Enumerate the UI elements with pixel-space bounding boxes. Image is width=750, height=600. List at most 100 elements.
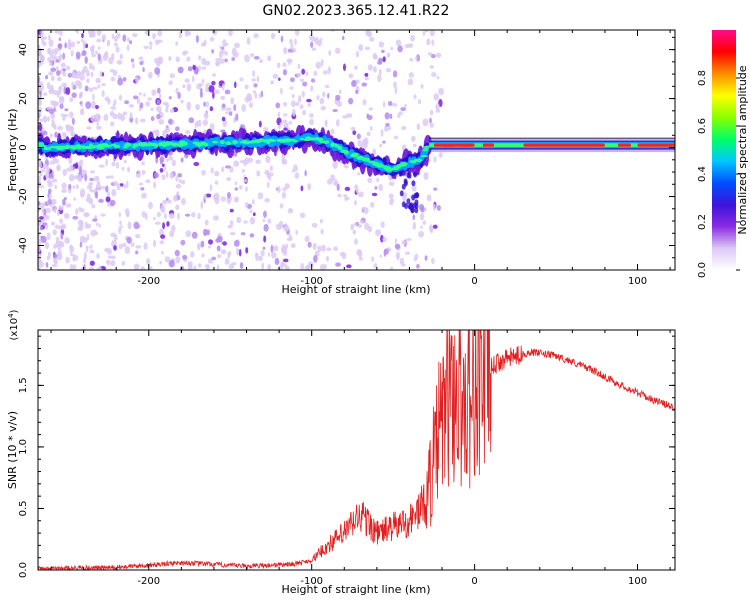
spectrogram-noise-blob (220, 249, 227, 255)
spectrogram-noise-blob (307, 103, 312, 107)
spectrogram-noise-blob (272, 245, 279, 252)
spectrogram-noise-blob (180, 157, 184, 163)
spectrogram-noise-blob (130, 58, 135, 63)
spectrogram-noise-blob (246, 36, 251, 45)
spectrogram-noise-blob (54, 224, 59, 230)
spectrogram-noise-blob (419, 212, 425, 221)
snr-plot-area (38, 330, 675, 570)
spectrogram-noise-blob (221, 103, 226, 108)
spectrogram-noise-blob (199, 91, 203, 98)
spectrogram-noise-blob (197, 212, 201, 220)
spectrogram-noise-blob (85, 246, 89, 253)
spectrogram-noise-blob (390, 46, 394, 51)
snr-x-axis-label: Height of straight line (km) (281, 583, 430, 596)
spectrogram-noise-blob (355, 79, 360, 84)
spectrogram-noise-blob (221, 116, 226, 122)
spectrogram-noise-blob (54, 184, 58, 190)
spectrogram-ridge-blob (413, 171, 418, 178)
spectrogram-ridge-blob (406, 198, 411, 205)
spectrogram-noise-blob (271, 251, 277, 259)
spectrogram-ridge-blob (385, 167, 394, 172)
spectrogram-noise-blob (261, 262, 265, 270)
spectrogram-noise-blob (307, 263, 311, 270)
spectrogram-noise-blob (76, 40, 81, 45)
spectrogram-noise-blob (429, 117, 432, 124)
spectrogram-noise-blob (103, 51, 109, 59)
spectrogram-noise-blob (136, 98, 141, 104)
spectrogram-noise-blob (51, 263, 58, 268)
spectrogram-noise-blob (326, 247, 332, 252)
spectrogram-noise-blob (116, 59, 123, 65)
spectrogram-noise-blob (356, 133, 361, 140)
spectrogram-noise-blob (48, 34, 51, 41)
spectrogram-noise-blob (81, 107, 84, 112)
spectrogram-noise-blob (335, 118, 340, 127)
spectrogram-noise-blob (313, 254, 318, 263)
spectrogram-noise-blob (368, 107, 373, 111)
spectrogram-noise-blob (371, 192, 378, 197)
spectrogram-noise-blob (97, 84, 101, 89)
spectrogram-noise-blob (49, 51, 53, 59)
spectrogram-noise-blob (147, 97, 153, 101)
spectrogram-noise-blob (109, 110, 115, 117)
spectrogram-ridge-blob (322, 140, 330, 144)
spectrogram-noise-blob (433, 203, 436, 212)
spectrogram-ridge-blob (407, 172, 412, 179)
spectrogram-noise-blob (168, 212, 175, 219)
spectrogram-noise-blob (393, 135, 399, 140)
spectrogram-noise-blob (176, 191, 180, 197)
spectrogram-noise-blob (57, 43, 63, 48)
spectrogram-noise-blob (92, 65, 95, 72)
spectrogram-noise-blob (383, 249, 387, 257)
spectrogram-noise-blob (187, 66, 193, 72)
spectrogram-noise-blob (58, 205, 64, 211)
spectrogram-noise-blob (156, 113, 161, 120)
spectrogram-noise-blob (101, 83, 106, 87)
spectrogram-noise-blob (228, 30, 233, 37)
spectrogram-noise-blob (177, 66, 184, 74)
spectrogram-noise-blob (412, 214, 416, 221)
colorbar-tick-label: 0.2 (697, 214, 708, 230)
spectrogram-noise-blob (83, 256, 87, 264)
spectrogram-noise-blob (81, 50, 87, 56)
spectrogram-noise-blob (111, 161, 116, 167)
spectrogram-noise-blob (302, 109, 307, 116)
spectrogram-noise-blob (95, 104, 99, 110)
spectrogram-noise-blob (395, 39, 402, 47)
spectrogram-noise-blob (110, 260, 116, 267)
spectrogram-noise-blob (193, 161, 200, 167)
spectrogram-noise-blob (113, 180, 118, 187)
spectrogram-noise-blob (49, 61, 53, 66)
y-tick-label: 20 (18, 92, 29, 105)
spectrogram-noise-blob (260, 90, 264, 98)
spectrogram-ridge-blob (219, 140, 225, 145)
spectrogram-noise-blob (168, 96, 172, 100)
y-tick-label: 0.0 (18, 562, 29, 578)
spectrogram-y-axis-label: Frequency (Hz) (6, 109, 19, 192)
spectrogram-noise-blob (384, 112, 390, 120)
spectrogram-noise-blob (92, 218, 98, 222)
spectrogram-noise-blob (397, 113, 401, 119)
spectrogram-noise-blob (89, 87, 94, 93)
spectrogram-noise-blob (135, 250, 139, 255)
spectrogram-noise-blob (86, 78, 90, 84)
colorbar-ticks: 0.0 0.2 0.4 0.6 0.8 (697, 70, 740, 278)
spectrogram-noise-blob (182, 84, 186, 89)
spectrogram-noise-blob (268, 174, 272, 181)
spectrogram-noise-blob (144, 30, 150, 35)
spectrogram-noise-blob (245, 247, 249, 254)
spectrogram-noise-blob (138, 182, 144, 186)
spectrogram-noise-blob (432, 224, 438, 229)
spectrogram-noise-blob (362, 99, 367, 106)
spectrogram-noise-blob (84, 213, 90, 217)
spectrogram-noise-blob (47, 47, 52, 54)
spectrogram-noise-blob (124, 100, 130, 105)
spectrogram-noise-blob (224, 89, 231, 95)
spectrogram-noise-blob (149, 45, 152, 50)
spectrogram-noise-blob (44, 241, 50, 250)
spectrogram-noise-blob (153, 239, 157, 248)
spectrogram-noise-blob (160, 205, 166, 214)
spectrogram-noise-blob (311, 78, 316, 83)
spectrogram-noise-blob (385, 122, 390, 128)
x-tick-label: -200 (137, 576, 160, 587)
